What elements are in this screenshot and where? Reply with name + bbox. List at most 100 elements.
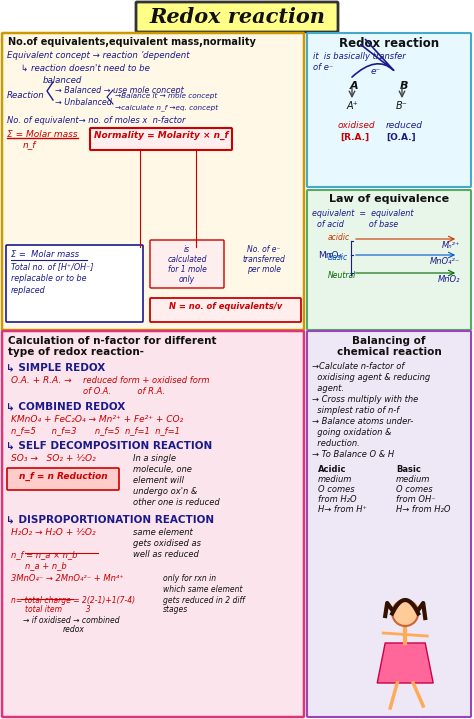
FancyBboxPatch shape xyxy=(7,468,119,490)
Text: O comes: O comes xyxy=(318,485,355,494)
FancyBboxPatch shape xyxy=(90,128,232,150)
Text: balanced: balanced xyxy=(43,76,82,85)
Text: reduced: reduced xyxy=(386,121,423,130)
FancyBboxPatch shape xyxy=(307,33,471,187)
Text: simplest ratio of n-f: simplest ratio of n-f xyxy=(312,406,399,415)
Text: N = no. of equivalents/v: N = no. of equivalents/v xyxy=(169,302,282,311)
Text: n_f: n_f xyxy=(23,140,36,149)
Text: stages: stages xyxy=(163,605,188,614)
Text: No. of equivalent→ no. of moles x  n-factor: No. of equivalent→ no. of moles x n-fact… xyxy=(7,116,185,125)
Text: O.A. + R.A. →: O.A. + R.A. → xyxy=(11,376,72,385)
Text: [O.A.]: [O.A.] xyxy=(386,133,416,142)
Text: for 1 mole: for 1 mole xyxy=(168,265,207,274)
Text: Law of equivalence: Law of equivalence xyxy=(329,194,449,204)
FancyBboxPatch shape xyxy=(6,245,143,322)
Text: No. of e⁻: No. of e⁻ xyxy=(247,245,281,254)
Text: → Cross multiply with the: → Cross multiply with the xyxy=(312,395,418,404)
Text: Total no. of [H⁺/OH⁻]: Total no. of [H⁺/OH⁻] xyxy=(11,262,93,271)
Text: it  is basically transfer: it is basically transfer xyxy=(313,52,406,61)
Text: MnO₂: MnO₂ xyxy=(438,275,460,284)
Text: Normality = Molarity × n_f: Normality = Molarity × n_f xyxy=(94,131,228,140)
Text: →Balance it → mole concept: →Balance it → mole concept xyxy=(115,93,217,99)
Text: Σ = Molar mass: Σ = Molar mass xyxy=(7,130,78,139)
Text: Acidic: Acidic xyxy=(318,465,346,474)
Text: Neutral: Neutral xyxy=(328,271,356,280)
Text: n_f = n_a × n_b: n_f = n_a × n_b xyxy=(11,550,78,559)
Text: reduction.: reduction. xyxy=(312,439,360,448)
Text: B: B xyxy=(400,81,409,91)
Text: of acid          of base: of acid of base xyxy=(312,220,398,229)
Text: acidic: acidic xyxy=(328,233,350,242)
Text: n_a + n_b: n_a + n_b xyxy=(25,561,67,570)
Text: KMnO₄ + FeC₂O₄ → Mn²⁺ + Fe²⁺ + CO₂: KMnO₄ + FeC₂O₄ → Mn²⁺ + Fe²⁺ + CO₂ xyxy=(11,415,183,424)
Text: well as reduced: well as reduced xyxy=(133,550,199,559)
Text: replaced: replaced xyxy=(11,286,46,295)
Text: →Calculate n-factor of: →Calculate n-factor of xyxy=(312,362,404,371)
Text: → Unbalanced: → Unbalanced xyxy=(55,98,112,107)
Text: →calculate n_f →eq. concept: →calculate n_f →eq. concept xyxy=(115,104,218,111)
Text: same element: same element xyxy=(133,528,193,537)
Text: Calculation of n-factor for different: Calculation of n-factor for different xyxy=(8,336,217,346)
FancyBboxPatch shape xyxy=(136,2,338,32)
Text: which same element: which same element xyxy=(163,585,243,594)
Text: of O.A.          of R.A.: of O.A. of R.A. xyxy=(83,387,165,396)
FancyBboxPatch shape xyxy=(150,298,301,322)
Text: from H₂O: from H₂O xyxy=(318,495,356,504)
Text: type of redox reaction-: type of redox reaction- xyxy=(8,347,144,357)
Text: of e⁻: of e⁻ xyxy=(313,63,333,72)
Text: is: is xyxy=(184,245,190,254)
Text: ↳ DISPROPORTIONATION REACTION: ↳ DISPROPORTIONATION REACTION xyxy=(6,514,214,524)
Text: only for rxn in: only for rxn in xyxy=(163,574,216,583)
Text: gets reduced in 2 diff: gets reduced in 2 diff xyxy=(163,596,245,605)
Text: oxidised: oxidised xyxy=(338,121,375,130)
Text: → if oxidised → combined: → if oxidised → combined xyxy=(23,616,119,625)
Polygon shape xyxy=(377,643,433,683)
Text: → To Balance O & H: → To Balance O & H xyxy=(312,450,394,459)
Text: ↳ SELF DECOMPOSITION REACTION: ↳ SELF DECOMPOSITION REACTION xyxy=(6,440,212,450)
Text: Equivalent concept → reaction ʹdependent: Equivalent concept → reaction ʹdependent xyxy=(7,51,190,60)
Text: from OH⁻: from OH⁻ xyxy=(396,495,436,504)
Text: chemical reaction: chemical reaction xyxy=(337,347,441,357)
Text: only: only xyxy=(179,275,195,284)
Text: SO₃ →   SO₂ + ½O₂: SO₃ → SO₂ + ½O₂ xyxy=(11,454,96,463)
Text: A: A xyxy=(350,81,359,91)
Text: reduced form + oxidised form: reduced form + oxidised form xyxy=(83,376,210,385)
FancyBboxPatch shape xyxy=(307,331,471,717)
Text: H₂O₂ → H₂O + ½O₂: H₂O₂ → H₂O + ½O₂ xyxy=(11,528,96,537)
Text: redox: redox xyxy=(63,625,85,634)
Text: MnO₄: MnO₄ xyxy=(318,251,342,260)
FancyBboxPatch shape xyxy=(150,240,224,288)
Text: Basic: Basic xyxy=(396,465,421,474)
Text: oxidising agent & reducing: oxidising agent & reducing xyxy=(312,373,430,382)
Text: Basic: Basic xyxy=(328,253,348,262)
Text: [R.A.]: [R.A.] xyxy=(340,133,369,142)
Text: undergo ox'n &: undergo ox'n & xyxy=(133,487,197,496)
Text: Redox reaction: Redox reaction xyxy=(339,37,439,50)
FancyBboxPatch shape xyxy=(2,33,304,330)
Text: n_f=5      n_f=3       n_f=5  n_f=1  n_f=1: n_f=5 n_f=3 n_f=5 n_f=1 n_f=1 xyxy=(11,426,180,435)
Text: A⁺: A⁺ xyxy=(346,101,358,111)
Text: ↳ SIMPLE REDOX: ↳ SIMPLE REDOX xyxy=(6,362,105,372)
Text: Balancing of: Balancing of xyxy=(352,336,426,346)
Text: O comes: O comes xyxy=(396,485,433,494)
Text: per mole: per mole xyxy=(247,265,281,274)
Circle shape xyxy=(392,600,418,626)
Text: ↳ COMBINED REDOX: ↳ COMBINED REDOX xyxy=(6,401,125,411)
Text: replacable or to be: replacable or to be xyxy=(11,274,86,283)
Text: In a single: In a single xyxy=(133,454,176,463)
Text: medium: medium xyxy=(396,475,430,484)
Text: Reaction: Reaction xyxy=(7,91,45,100)
Text: Redox reaction: Redox reaction xyxy=(149,7,325,27)
Text: H→ from H₂O: H→ from H₂O xyxy=(396,505,450,514)
Text: other one is reduced: other one is reduced xyxy=(133,498,220,507)
Text: gets oxidised as: gets oxidised as xyxy=(133,539,201,548)
Text: B⁻: B⁻ xyxy=(396,101,408,111)
Text: medium: medium xyxy=(318,475,352,484)
FancyBboxPatch shape xyxy=(307,190,471,330)
Text: → Balance atoms under-: → Balance atoms under- xyxy=(312,417,413,426)
Text: going oxidation &: going oxidation & xyxy=(312,428,392,437)
Text: equivalent  =  equivalent: equivalent = equivalent xyxy=(312,209,413,218)
Text: ↳ reaction doesn't need to be: ↳ reaction doesn't need to be xyxy=(21,64,150,73)
Text: Σ =  Molar mass: Σ = Molar mass xyxy=(11,250,79,259)
Text: H→ from H⁺: H→ from H⁺ xyxy=(318,505,367,514)
